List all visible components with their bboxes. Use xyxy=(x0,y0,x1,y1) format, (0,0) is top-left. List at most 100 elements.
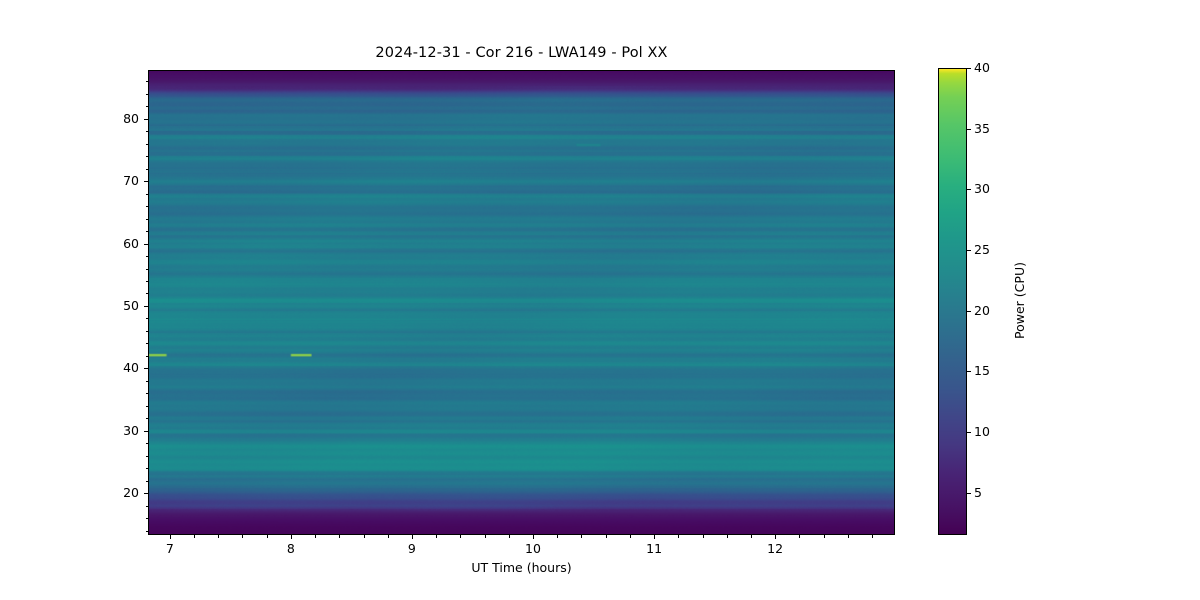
colorbar-tick xyxy=(967,128,971,130)
y-axis-tick-label: 80 xyxy=(123,110,139,126)
colorbar-label: Power (CPU) xyxy=(1012,262,1027,339)
y-axis-tick xyxy=(144,430,148,432)
y-axis-tick xyxy=(144,118,148,120)
page-title: 2024-12-31 - Cor 216 - LWA149 - Pol XX xyxy=(375,45,668,61)
x-axis-minor-tick xyxy=(750,535,752,538)
x-axis-minor-tick xyxy=(315,535,317,538)
x-axis-tick xyxy=(775,535,777,539)
x-axis-minor-tick xyxy=(872,535,873,538)
y-axis-tick-label: 60 xyxy=(123,235,139,251)
y-axis-minor-tick xyxy=(145,131,148,133)
y-axis-minor-tick xyxy=(145,343,148,345)
y-axis-tick xyxy=(144,368,148,370)
x-axis-tick-label: 11 xyxy=(646,541,663,556)
y-axis-minor-tick xyxy=(145,355,148,357)
x-axis-minor-tick xyxy=(605,535,607,538)
x-axis-minor-tick xyxy=(242,535,244,538)
y-axis-minor-tick xyxy=(145,281,148,282)
y-axis-minor-tick xyxy=(145,168,148,170)
x-axis-minor-tick xyxy=(629,535,631,538)
x-axis-minor-tick xyxy=(823,535,825,538)
x-axis-tick-label: 8 xyxy=(286,541,295,556)
colorbar-tick xyxy=(967,431,971,433)
y-axis-minor-tick xyxy=(145,443,148,445)
y-axis-minor-tick xyxy=(145,206,148,208)
colorbar-tick xyxy=(967,371,971,373)
y-axis-tick xyxy=(144,493,148,495)
x-axis-minor-tick xyxy=(484,535,486,538)
colorbar-tick-label: 15 xyxy=(974,363,990,379)
colorbar-tick-label: 20 xyxy=(974,302,990,318)
y-axis-tick-label: 70 xyxy=(123,173,139,189)
y-axis-minor-tick xyxy=(145,518,148,520)
x-axis-minor-tick xyxy=(363,535,365,538)
y-axis-minor-tick xyxy=(145,218,148,220)
colorbar-tick xyxy=(967,249,971,251)
x-axis-label: UT Time (hours) xyxy=(471,560,572,575)
y-axis-minor-tick xyxy=(145,143,148,145)
y-axis-minor-tick xyxy=(145,405,148,407)
colorbar-tick xyxy=(967,492,971,494)
y-axis-tick-label: 30 xyxy=(123,422,139,438)
x-axis-tick xyxy=(169,535,171,539)
colorbar-tick-label: 30 xyxy=(974,181,990,197)
x-axis-minor-tick xyxy=(266,535,268,538)
colorbar-tick xyxy=(967,68,971,69)
y-axis-minor-tick xyxy=(145,106,148,108)
y-axis-minor-tick xyxy=(145,418,148,420)
colorbar-tick xyxy=(967,310,971,312)
y-axis-minor-tick xyxy=(145,455,148,457)
x-axis-minor-tick xyxy=(436,535,438,538)
x-axis-tick-label: 9 xyxy=(407,541,416,556)
x-axis-minor-tick xyxy=(508,535,510,538)
y-axis-minor-tick xyxy=(145,93,148,95)
spectrogram-axes[interactable] xyxy=(148,70,895,535)
y-axis-minor-tick xyxy=(145,318,148,320)
y-axis-tick xyxy=(144,243,148,245)
y-axis-tick-label: 40 xyxy=(123,360,139,376)
colorbar-tick-label: 25 xyxy=(974,241,990,257)
colorbar[interactable] xyxy=(938,68,967,535)
y-axis-minor-tick xyxy=(145,330,148,332)
x-axis-tick xyxy=(290,535,292,539)
x-axis-minor-tick xyxy=(799,535,801,538)
y-axis-minor-tick xyxy=(145,393,148,395)
x-axis-tick-label: 7 xyxy=(165,541,174,556)
x-axis-minor-tick xyxy=(339,535,341,538)
colorbar-tick-label: 5 xyxy=(974,484,982,500)
x-axis-minor-tick xyxy=(557,535,559,538)
x-axis-minor-tick xyxy=(218,535,220,538)
x-axis-tick xyxy=(411,535,413,539)
y-axis-tick-label: 20 xyxy=(123,485,139,501)
colorbar-tick-label: 10 xyxy=(974,423,990,439)
x-axis-tick-label: 10 xyxy=(525,541,541,556)
y-axis-minor-tick xyxy=(145,480,148,482)
colorbar-tick xyxy=(967,189,971,191)
y-axis-minor-tick xyxy=(145,505,148,507)
x-axis-minor-tick xyxy=(678,535,680,538)
x-axis-tick xyxy=(533,535,534,539)
y-axis-minor-tick xyxy=(145,256,148,257)
colorbar-tick-label: 40 xyxy=(974,60,990,75)
y-axis-minor-tick xyxy=(145,380,148,382)
x-axis-minor-tick xyxy=(194,535,195,538)
colorbar-tick-label: 35 xyxy=(974,120,990,136)
x-axis-tick-label: 12 xyxy=(767,541,784,556)
y-axis-tick xyxy=(144,305,148,307)
y-axis-minor-tick xyxy=(145,468,148,470)
x-axis-minor-tick xyxy=(847,535,849,538)
x-axis-minor-tick xyxy=(460,535,462,538)
y-axis-minor-tick xyxy=(145,293,148,295)
y-axis-tick xyxy=(144,181,148,183)
x-axis-tick xyxy=(654,535,656,539)
y-axis-minor-tick xyxy=(145,193,148,195)
y-axis-minor-tick xyxy=(145,231,148,232)
y-axis-minor-tick xyxy=(145,156,148,158)
y-axis-minor-tick xyxy=(145,81,148,83)
x-axis-minor-tick xyxy=(581,535,583,538)
x-axis-minor-tick xyxy=(702,535,704,538)
x-axis-minor-tick xyxy=(726,535,728,538)
spectrogram-image xyxy=(149,71,894,534)
y-axis-tick-label: 50 xyxy=(123,297,139,313)
